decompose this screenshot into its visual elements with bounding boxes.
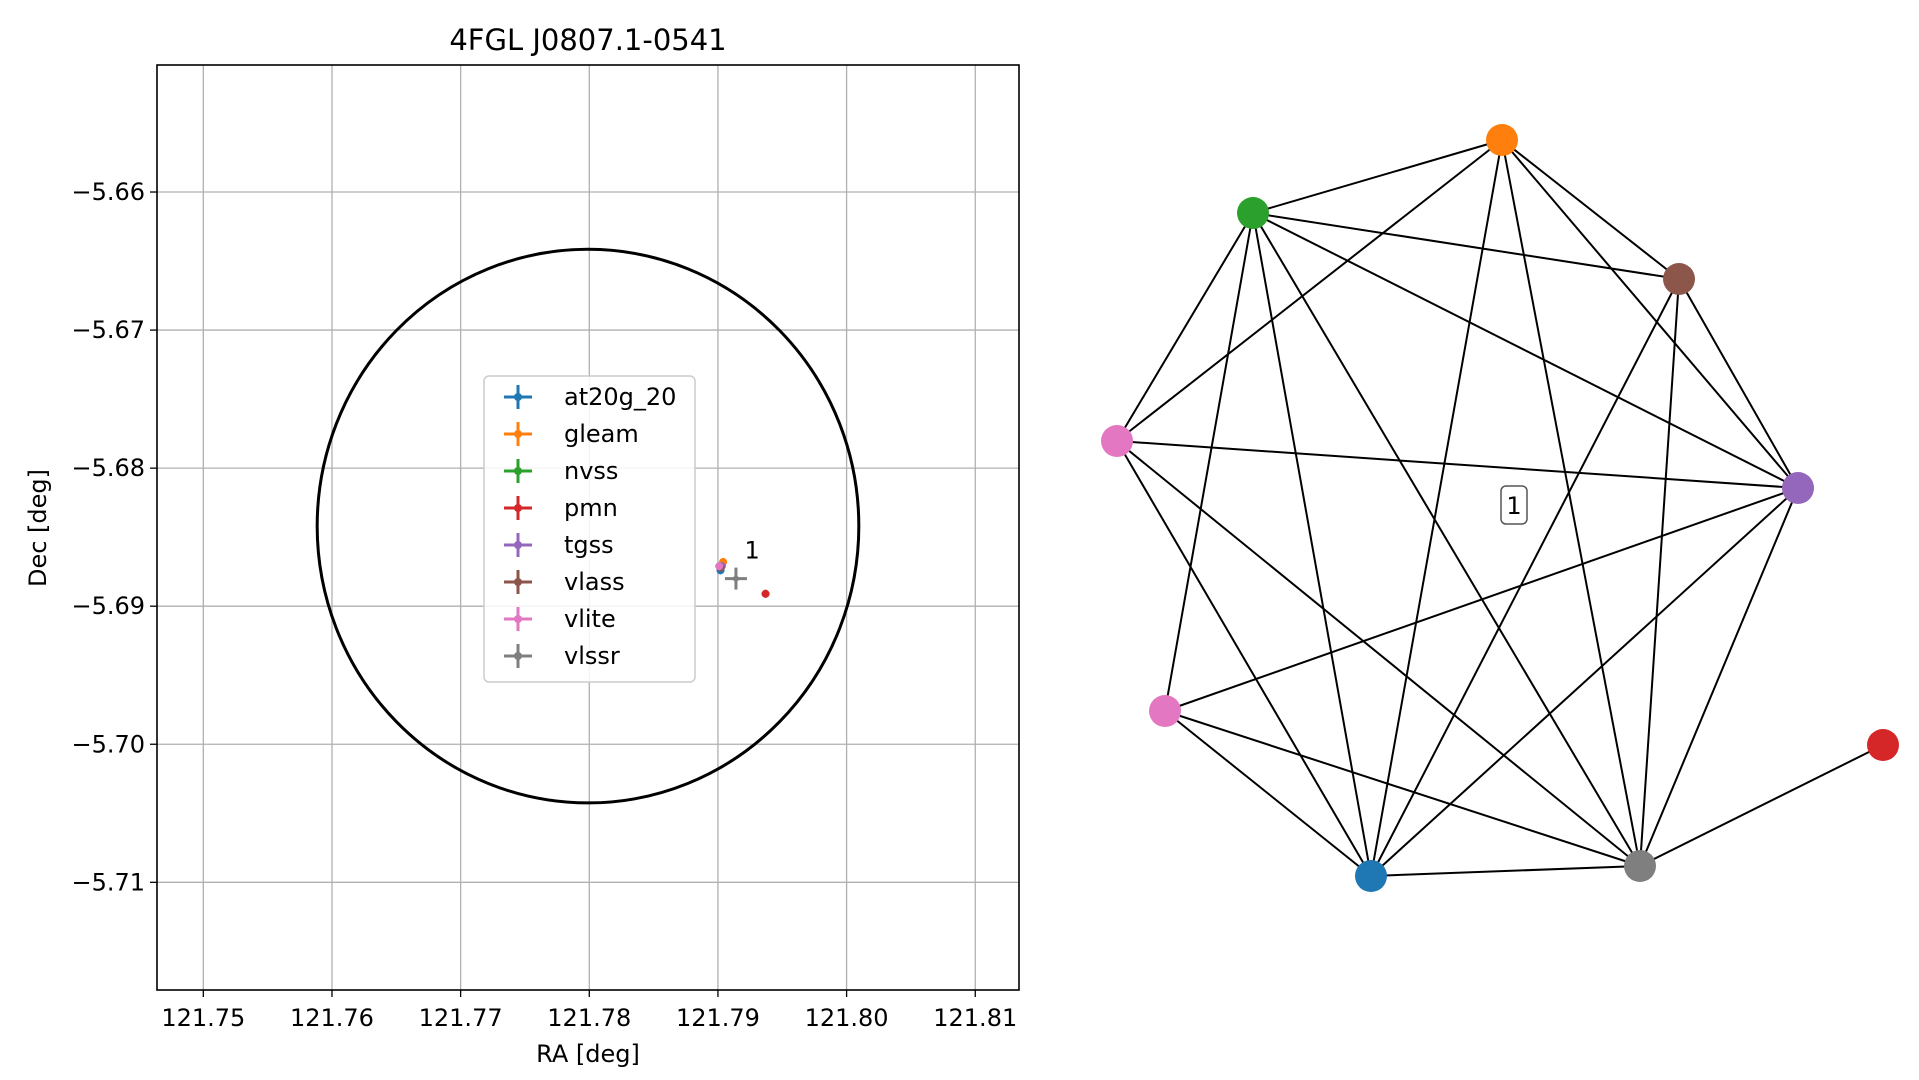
legend-label: vlite <box>564 605 616 633</box>
legend-label: gleam <box>564 420 639 448</box>
point-vlite <box>715 562 724 571</box>
legend-item-tgss: tgss <box>504 531 614 559</box>
edge-nvss-at20g_20 <box>1252 212 1372 877</box>
point-pmn <box>761 589 770 598</box>
edge-tgss-vlite_b <box>1164 487 1799 712</box>
edge-gleam-tgss <box>1501 139 1799 489</box>
edge-vlass-vlssr <box>1639 278 1680 867</box>
legend-item-pmn: pmn <box>504 494 618 522</box>
node-pmn <box>1867 729 1899 761</box>
edge-vlite_a-vlssr <box>1116 440 1641 867</box>
y-tick-label: −5.69 <box>71 592 145 620</box>
edge-gleam-vlass <box>1501 139 1680 280</box>
point-vlssr <box>724 567 747 590</box>
y-tick-label: −5.67 <box>71 316 145 344</box>
network-label: 1 <box>1500 485 1528 525</box>
x-tick-label: 121.78 <box>547 1004 631 1032</box>
node-vlite_b <box>1149 695 1181 727</box>
chart-title: 4FGL J0807.1-0541 <box>449 23 726 57</box>
x-tick-label: 121.76 <box>290 1004 374 1032</box>
legend-marker <box>514 430 522 438</box>
x-tick-label: 121.75 <box>161 1004 245 1032</box>
edge-vlite_a-at20g_20 <box>1116 440 1372 877</box>
network-label-text: 1 <box>1506 492 1521 520</box>
edge-vlass-tgss <box>1678 278 1799 489</box>
x-tick-label: 121.79 <box>676 1004 760 1032</box>
y-tick-label: −5.71 <box>71 868 145 896</box>
legend-label: vlass <box>564 568 625 596</box>
edge-nvss-gleam <box>1252 139 1503 214</box>
edge-vlite_b-vlssr <box>1164 710 1641 867</box>
scatter-panel: 1 121.75 121.76 121.77 121.78 121.79 121.80 12… <box>24 23 1020 1068</box>
x-tick-label: 121.77 <box>419 1004 503 1032</box>
y-tick-label: −5.70 <box>71 730 145 758</box>
edge-gleam-vlite_a <box>1116 139 1503 442</box>
node-at20g_20 <box>1355 860 1387 892</box>
nodes-layer <box>1101 124 1899 892</box>
edge-vlite_b-at20g_20 <box>1164 710 1372 877</box>
error-ellipse <box>315 247 861 805</box>
points-layer: 1 <box>715 536 770 598</box>
edge-tgss-at20g_20 <box>1370 487 1799 877</box>
plot-frame <box>156 64 1020 991</box>
y-tick-label: −5.68 <box>71 454 145 482</box>
x-axis-label: RA [deg] <box>536 1040 640 1068</box>
legend-label: tgss <box>564 531 614 559</box>
legend-item-nvss: nvss <box>504 457 618 485</box>
legend-item-vlite: vlite <box>504 605 616 633</box>
y-tick-label: −5.66 <box>71 178 145 206</box>
edge-gleam-at20g_20 <box>1370 139 1503 877</box>
node-nvss <box>1237 197 1269 229</box>
edge-nvss-vlass <box>1252 212 1680 280</box>
point-marker <box>732 575 739 582</box>
node-gleam <box>1486 124 1518 156</box>
legend-marker <box>514 393 522 401</box>
edge-nvss-vlite_b <box>1164 212 1254 712</box>
x-tick-label: 121.81 <box>933 1004 1017 1032</box>
node-tgss <box>1782 472 1814 504</box>
edge-vlite_a-tgss <box>1116 440 1799 489</box>
edge-tgss-vlssr <box>1639 487 1799 867</box>
network-panel: 1 <box>1101 124 1899 892</box>
edges-layer <box>1116 139 1884 877</box>
legend-item-at20g_20: at20g_20 <box>504 383 676 411</box>
edge-vlass-at20g_20 <box>1370 278 1680 877</box>
node-vlass <box>1663 263 1695 295</box>
legend-item-vlssr: vlssr <box>504 642 620 670</box>
legend-box <box>483 375 696 683</box>
legend-marker <box>514 541 522 549</box>
edge-vlssr-pmn <box>1639 744 1884 867</box>
grid <box>157 65 1019 990</box>
legend-marker <box>514 615 522 623</box>
network-label-box <box>1500 485 1528 525</box>
edge-nvss-vlite_a <box>1116 212 1254 442</box>
legend-label: pmn <box>564 494 618 522</box>
y-axis-label: Dec [deg] <box>24 469 52 587</box>
legend-item-vlass: vlass <box>504 568 625 596</box>
node-vlite_a <box>1101 425 1133 457</box>
legend-label: nvss <box>564 457 618 485</box>
legend-marker <box>514 467 522 475</box>
edge-nvss-vlssr <box>1252 212 1641 867</box>
edge-nvss-tgss <box>1252 212 1799 489</box>
ticks-layer: 121.75 121.76 121.77 121.78 121.79 121.80 121.… <box>71 178 1017 1032</box>
legend-marker <box>514 504 522 512</box>
legend-label: vlssr <box>564 642 620 670</box>
legend-marker <box>514 578 522 586</box>
x-tick-label: 121.80 <box>805 1004 889 1032</box>
point-annotation: 1 <box>745 536 760 564</box>
legend-marker <box>514 652 522 660</box>
legend-item-gleam: gleam <box>504 420 639 448</box>
edge-at20g_20-vlssr <box>1370 865 1641 877</box>
point-marker <box>715 562 724 571</box>
node-vlssr <box>1624 850 1656 882</box>
point-marker <box>761 589 770 598</box>
ellipse-layer <box>315 247 861 805</box>
edge-gleam-vlssr <box>1501 139 1641 867</box>
legend-label: at20g_20 <box>564 383 676 411</box>
